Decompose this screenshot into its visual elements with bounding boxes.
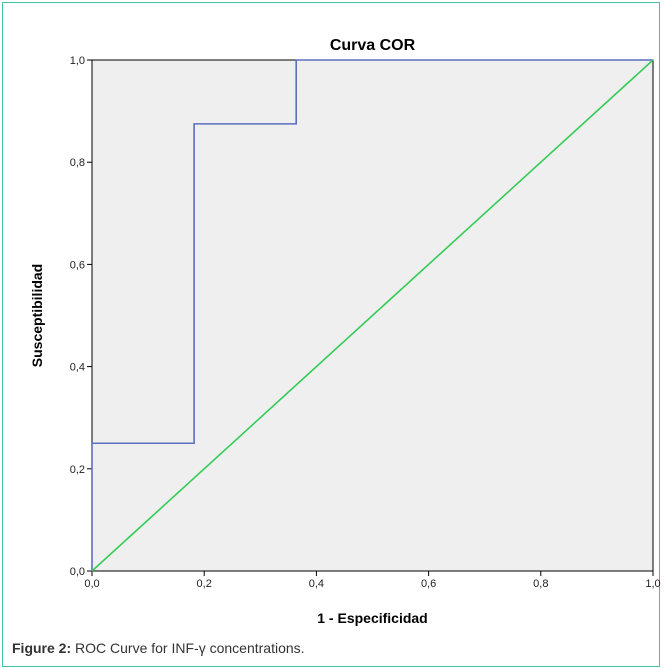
chart-title: Curva COR <box>330 37 416 54</box>
reference-diagonal-line <box>91 59 654 572</box>
x-tick-label: 0,0 <box>84 578 99 590</box>
figure-caption: Figure 2: ROC Curve for INF-γ concentrat… <box>12 640 305 656</box>
axis-ticks: 0,0 0,2 0,4 0,6 0,8 1,0 0,0 0,2 0,4 0,6 0,8 1,0 <box>70 55 661 590</box>
x-tick-label: 0,8 <box>533 578 548 590</box>
x-tick-label: 0,2 <box>197 578 212 590</box>
y-tick-label: 0,6 <box>70 259 85 271</box>
y-tick-label: 0,2 <box>70 464 85 476</box>
x-tick-label: 0,6 <box>421 578 436 590</box>
y-tick-label: 1,0 <box>70 55 85 67</box>
y-tick-label: 0,8 <box>70 157 85 169</box>
roc-curve-line <box>91 59 653 571</box>
series-layer <box>91 59 654 572</box>
caption-text: ROC Curve for INF-γ concentrations. <box>71 640 305 656</box>
x-tick-label: 0,4 <box>309 578 324 590</box>
caption-label: Figure 2: <box>12 640 72 656</box>
x-axis-title: 1 - Especificidad <box>317 610 427 626</box>
y-tick-label: 0,0 <box>70 566 85 578</box>
y-axis-title: Susceptibilidad <box>29 264 45 367</box>
x-tick-label: 1,0 <box>645 578 660 590</box>
y-tick-label: 0,4 <box>70 362 85 374</box>
